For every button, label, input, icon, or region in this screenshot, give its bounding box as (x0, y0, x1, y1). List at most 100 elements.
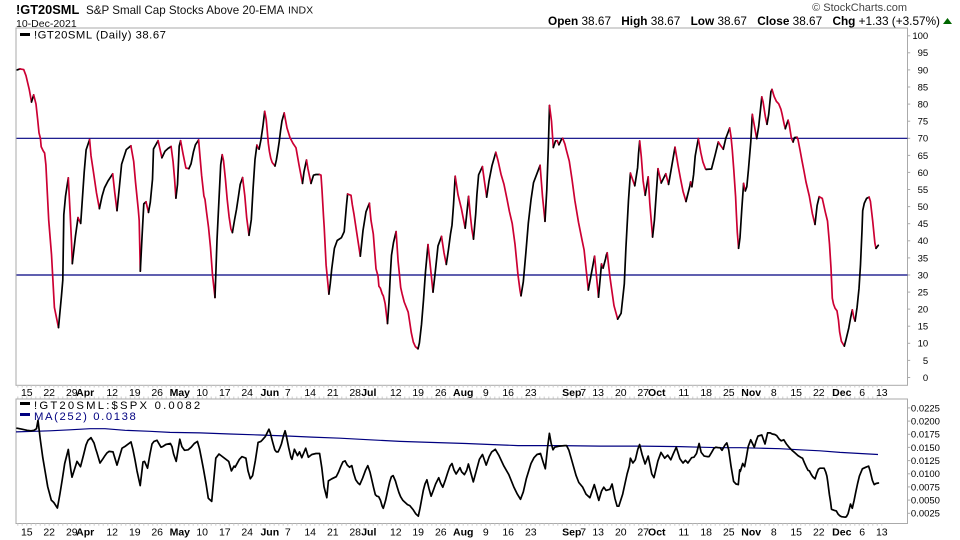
svg-text:9: 9 (483, 387, 489, 399)
svg-text:17: 17 (219, 526, 231, 538)
svg-text:Apr: Apr (76, 526, 94, 538)
svg-text:MA(252) 0.0138: MA(252) 0.0138 (34, 411, 137, 423)
svg-text:6: 6 (859, 387, 865, 399)
svg-text:14: 14 (304, 526, 316, 538)
svg-text:25: 25 (723, 387, 735, 399)
svg-text:16: 16 (502, 526, 514, 538)
svg-text:!GT20SML: !GT20SML (16, 2, 79, 17)
svg-text:27: 27 (637, 387, 649, 399)
svg-text:65: 65 (918, 151, 929, 162)
svg-text:0: 0 (923, 373, 928, 384)
svg-text:Sep: Sep (562, 387, 581, 399)
svg-text:Sep: Sep (562, 526, 581, 538)
svg-text:0.0125: 0.0125 (911, 456, 940, 467)
svg-text:Nov: Nov (741, 526, 761, 538)
svg-text:Apr: Apr (76, 387, 94, 399)
svg-text:20: 20 (615, 526, 627, 538)
svg-text:20: 20 (615, 387, 627, 399)
svg-text:6: 6 (859, 526, 865, 538)
svg-text:8: 8 (771, 387, 777, 399)
svg-text:22: 22 (43, 526, 55, 538)
svg-text:8: 8 (771, 526, 777, 538)
svg-text:26: 26 (151, 526, 163, 538)
svg-text:7: 7 (580, 526, 586, 538)
svg-text:21: 21 (327, 387, 339, 399)
svg-text:9: 9 (483, 526, 489, 538)
svg-text:11: 11 (678, 387, 689, 399)
svg-text:May: May (170, 387, 191, 399)
svg-text:0.0200: 0.0200 (911, 417, 940, 428)
svg-text:Nov: Nov (741, 387, 761, 399)
svg-text:15: 15 (21, 387, 33, 399)
svg-text:Jul: Jul (361, 526, 376, 538)
svg-text:75: 75 (918, 117, 929, 128)
svg-text:19: 19 (129, 526, 141, 538)
svg-text:10: 10 (196, 526, 208, 538)
svg-text:Jun: Jun (260, 387, 279, 399)
svg-text:16: 16 (502, 387, 514, 399)
svg-text:12: 12 (106, 387, 118, 399)
svg-text:Jun: Jun (260, 526, 279, 538)
svg-text:Aug: Aug (453, 526, 473, 538)
svg-text:40: 40 (918, 236, 929, 247)
svg-text:13: 13 (592, 387, 604, 399)
svg-text:7: 7 (285, 526, 291, 538)
svg-text:10: 10 (196, 387, 208, 399)
svg-text:0.0225: 0.0225 (911, 403, 940, 414)
svg-text:21: 21 (327, 526, 339, 538)
svg-text:10-Dec-2021: 10-Dec-2021 (16, 18, 77, 30)
svg-text:25: 25 (918, 288, 929, 299)
svg-text:17: 17 (219, 387, 231, 399)
svg-text:15: 15 (790, 387, 802, 399)
svg-text:0.0075: 0.0075 (911, 482, 940, 493)
svg-text:27: 27 (637, 526, 649, 538)
svg-text:23: 23 (525, 526, 537, 538)
svg-text:60: 60 (918, 168, 929, 179)
svg-text:22: 22 (813, 526, 825, 538)
svg-text:95: 95 (918, 48, 929, 59)
svg-text:7: 7 (285, 387, 291, 399)
svg-text:Dec: Dec (832, 526, 851, 538)
svg-text:5: 5 (923, 356, 928, 367)
svg-text:22: 22 (813, 387, 825, 399)
svg-text:85: 85 (918, 82, 929, 93)
svg-text:19: 19 (412, 526, 424, 538)
svg-text:35: 35 (918, 253, 929, 264)
svg-text:0.0150: 0.0150 (911, 443, 940, 454)
svg-text:Aug: Aug (453, 387, 473, 399)
svg-text:50: 50 (918, 202, 929, 213)
svg-text:25: 25 (723, 526, 735, 538)
svg-text:15: 15 (918, 322, 929, 333)
svg-text:18: 18 (700, 526, 712, 538)
svg-text:24: 24 (241, 387, 253, 399)
svg-text:INDX: INDX (288, 5, 313, 17)
svg-text:90: 90 (918, 65, 929, 76)
svg-text:14: 14 (304, 387, 316, 399)
svg-text:7: 7 (580, 387, 586, 399)
svg-text:13: 13 (592, 526, 604, 538)
svg-text:12: 12 (390, 526, 402, 538)
svg-text:55: 55 (918, 185, 929, 196)
svg-text:28: 28 (349, 387, 361, 399)
svg-text:Jul: Jul (361, 387, 376, 399)
svg-text:13: 13 (876, 526, 888, 538)
svg-text:May: May (170, 526, 191, 538)
svg-text:45: 45 (918, 219, 929, 230)
svg-text:30: 30 (918, 270, 929, 281)
svg-text:12: 12 (390, 387, 402, 399)
svg-text:!GT20SML (Daily) 38.67: !GT20SML (Daily) 38.67 (34, 30, 166, 42)
svg-text:!GT20SML:$SPX 0.0082: !GT20SML:$SPX 0.0082 (34, 400, 202, 412)
svg-text:70: 70 (918, 134, 929, 145)
svg-text:12: 12 (106, 526, 118, 538)
svg-text:28: 28 (349, 526, 361, 538)
svg-text:15: 15 (21, 526, 33, 538)
svg-text:0.0100: 0.0100 (911, 469, 940, 480)
svg-text:15: 15 (790, 526, 802, 538)
svg-text:19: 19 (129, 387, 141, 399)
svg-text:S&P Small Cap Stocks Above 20-: S&P Small Cap Stocks Above 20-EMA (86, 4, 285, 17)
svg-text:26: 26 (435, 387, 447, 399)
svg-text:80: 80 (918, 100, 929, 111)
svg-text:26: 26 (435, 526, 447, 538)
svg-text:0.0175: 0.0175 (911, 430, 940, 441)
svg-text:© StockCharts.com: © StockCharts.com (812, 2, 907, 14)
